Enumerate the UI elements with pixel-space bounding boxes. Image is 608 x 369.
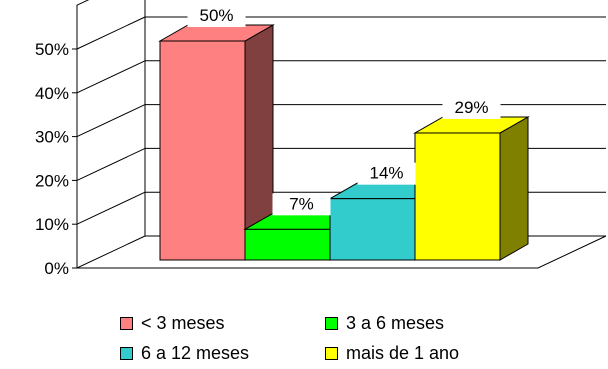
floor-edge xyxy=(77,235,607,269)
bar-front xyxy=(244,228,331,261)
data-label-3: 29% xyxy=(442,96,501,119)
bars xyxy=(158,24,530,261)
legend-swatch xyxy=(325,316,338,330)
legend-item-over1y: mais de 1 ano xyxy=(325,342,540,364)
y-tick-label: 40% xyxy=(35,84,69,103)
gridline-side xyxy=(76,16,146,50)
y-tick-label: 0% xyxy=(44,259,69,278)
gridline-side xyxy=(76,147,146,181)
bar-front xyxy=(414,132,501,261)
legend-label: mais de 1 ano xyxy=(346,342,460,363)
side-wall xyxy=(76,0,146,269)
data-label-text: 50% xyxy=(199,6,233,25)
bar-0 xyxy=(158,24,275,261)
legend-label: < 3 meses xyxy=(141,312,225,333)
data-label-bg xyxy=(442,96,501,119)
data-label-1: 7% xyxy=(272,193,331,216)
legend-item-lt3: < 3 meses xyxy=(120,312,325,334)
data-label-bg xyxy=(187,5,246,27)
legend-swatch xyxy=(120,346,133,360)
data-label-text: 7% xyxy=(289,194,314,213)
data-label-text: 29% xyxy=(454,98,488,117)
gridline-side xyxy=(76,104,146,138)
gridline-side xyxy=(76,191,146,225)
y-tick-label: 30% xyxy=(35,128,69,147)
legend-swatch xyxy=(120,316,133,330)
bar-front xyxy=(159,40,246,261)
y-axis-ticks: 0% 10% 20% 30% 40% 50% xyxy=(35,40,77,278)
data-labels: 50% 7% 14% 29% xyxy=(187,5,501,216)
bar-side xyxy=(499,116,529,261)
legend-item-3to6: 3 a 6 meses xyxy=(325,312,540,334)
legend-label: 3 a 6 meses xyxy=(346,312,445,333)
legend-item-6to12: 6 a 12 meses xyxy=(120,342,325,364)
data-label-bg xyxy=(357,162,416,185)
data-label-2: 14% xyxy=(357,162,416,185)
data-label-0: 50% xyxy=(187,5,246,27)
gridline-side xyxy=(76,60,146,94)
data-label-bg xyxy=(272,193,331,216)
y-tick-label: 20% xyxy=(35,171,69,190)
bar-3 xyxy=(413,116,530,261)
legend-swatch xyxy=(325,346,338,360)
legend: < 3 meses 3 a 6 meses 6 a 12 meses mais … xyxy=(120,312,560,364)
data-label-text: 14% xyxy=(369,164,403,183)
legend-label: 6 a 12 meses xyxy=(141,342,250,363)
y-tick-label: 10% xyxy=(35,215,69,234)
bar-chart-3d: 0% 10% 20% 30% 40% 50% 50% 7% 14% 29% xyxy=(35,0,607,278)
y-tick-label: 50% xyxy=(35,40,69,59)
bar-front xyxy=(329,198,416,261)
